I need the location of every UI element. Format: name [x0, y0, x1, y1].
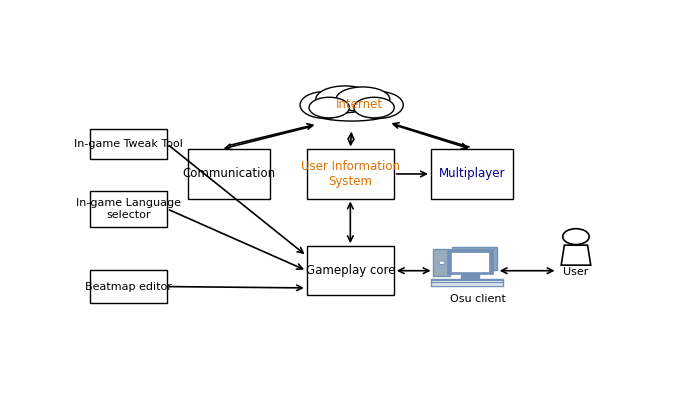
Ellipse shape: [354, 97, 394, 118]
FancyBboxPatch shape: [306, 246, 394, 295]
Text: User Information
System: User Information System: [301, 160, 400, 188]
Polygon shape: [561, 245, 590, 265]
FancyBboxPatch shape: [431, 279, 503, 286]
FancyBboxPatch shape: [451, 252, 490, 272]
Ellipse shape: [300, 91, 349, 118]
FancyBboxPatch shape: [91, 191, 167, 227]
Ellipse shape: [309, 97, 349, 118]
FancyBboxPatch shape: [452, 247, 496, 270]
Circle shape: [439, 261, 445, 265]
Text: Beatmap editor: Beatmap editor: [85, 281, 172, 292]
Text: Gameplay core: Gameplay core: [306, 264, 395, 277]
Text: Communication: Communication: [183, 167, 276, 180]
FancyBboxPatch shape: [91, 129, 167, 159]
FancyBboxPatch shape: [447, 250, 492, 274]
Text: In-game Tweak Tool: In-game Tweak Tool: [74, 139, 183, 149]
Ellipse shape: [336, 87, 390, 112]
Text: Osu client: Osu client: [450, 294, 506, 304]
FancyBboxPatch shape: [91, 270, 167, 303]
Ellipse shape: [306, 98, 396, 121]
FancyBboxPatch shape: [433, 249, 450, 276]
FancyBboxPatch shape: [461, 274, 479, 279]
Text: In-game Language
selector: In-game Language selector: [76, 198, 181, 220]
FancyBboxPatch shape: [431, 150, 513, 199]
FancyBboxPatch shape: [306, 150, 394, 199]
Text: User: User: [563, 267, 588, 277]
Ellipse shape: [354, 91, 403, 118]
Text: Multiplayer: Multiplayer: [439, 167, 505, 180]
FancyBboxPatch shape: [188, 150, 270, 199]
Ellipse shape: [316, 86, 374, 113]
Text: Internet: Internet: [336, 98, 383, 112]
